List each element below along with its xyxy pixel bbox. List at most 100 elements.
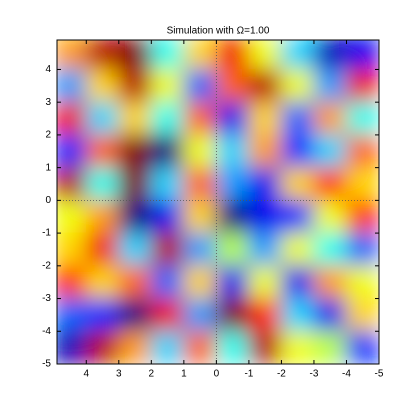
x-tick-label: -1 [244, 369, 253, 380]
heatmap-cell [248, 330, 282, 364]
heatmap-cell [85, 101, 120, 136]
heatmap-cell [280, 167, 315, 201]
heatmap-cell [183, 134, 217, 169]
heatmap-cell [118, 298, 152, 332]
heatmap-cell [345, 265, 379, 300]
heatmap-cell [345, 298, 379, 332]
y-tick-label: -5 [42, 359, 51, 370]
heatmap-cell [280, 265, 315, 300]
heatmap-cell [313, 167, 347, 201]
heatmap-cell [280, 199, 315, 234]
x-tick-label: 3 [116, 369, 122, 380]
heatmap-cell [150, 134, 185, 169]
heatmap-cell [313, 134, 347, 169]
heatmap-cell [215, 101, 250, 136]
y-tick-label: 0 [45, 195, 51, 206]
heatmap-cell [118, 199, 152, 234]
heatmap-cell [85, 68, 120, 103]
y-tick-label: 3 [45, 97, 51, 108]
x-tick-label: -2 [277, 369, 286, 380]
heatmap-cell [313, 232, 347, 267]
heatmap-cell [57, 134, 87, 169]
heatmap-cell [183, 298, 217, 332]
heatmap-cell [183, 199, 217, 234]
heatmap-cell [215, 265, 250, 300]
heatmap-cell [248, 68, 282, 103]
heatmap-cell [345, 232, 379, 267]
heatmap-cell [345, 330, 379, 364]
heatmap-cell [248, 265, 282, 300]
heatmap-cell [248, 40, 282, 70]
heatmap-cell [215, 68, 250, 103]
heatmap-cell [183, 68, 217, 103]
x-tick-label: 0 [214, 369, 220, 380]
heatmap-cell [313, 68, 347, 103]
heatmap-cell [85, 134, 120, 169]
y-tick-label: -3 [42, 293, 51, 304]
heatmap-cell [183, 40, 217, 70]
heatmap-cell [345, 101, 379, 136]
x-tick-label: -4 [342, 369, 351, 380]
x-tick-label: -3 [309, 369, 318, 380]
y-tick-label: -4 [42, 326, 51, 337]
heatmap-cell [118, 68, 152, 103]
plot-area [57, 40, 379, 364]
heatmap-cell [183, 330, 217, 364]
heatmap-cell [313, 330, 347, 364]
heatmap-cell [215, 167, 250, 201]
heatmap-cell [57, 265, 87, 300]
y-tick-label: -2 [42, 260, 51, 271]
heatmap-cell [150, 40, 185, 70]
x-tick-label: 2 [149, 369, 155, 380]
heatmap-cell [248, 232, 282, 267]
y-tick-label: -1 [42, 228, 51, 239]
heatmap-cell [118, 101, 152, 136]
heatmap-cell [57, 232, 87, 267]
heatmap-cell [150, 101, 185, 136]
heatmap-cell [215, 232, 250, 267]
heatmap-cell [345, 167, 379, 201]
x-tick-label: -5 [375, 369, 384, 380]
heatmap-cell [313, 298, 347, 332]
heatmap-cell [280, 298, 315, 332]
heatmap-cell [280, 232, 315, 267]
heatmap [57, 40, 379, 364]
heatmap-cell [150, 167, 185, 201]
heatmap-cell [118, 167, 152, 201]
heatmap-cell [85, 298, 120, 332]
heatmap-cell [248, 134, 282, 169]
axes: 4 3 2 1 0 -1 -2 -3 -4 -5 -5 -4 -3 -2 -1 0 1 2 3 4 [42, 39, 384, 380]
heatmap-cell [85, 167, 120, 201]
heatmap-cell [248, 298, 282, 332]
heatmap-cell [57, 199, 87, 234]
heatmap-cell [118, 265, 152, 300]
heatmap-cell [313, 265, 347, 300]
heatmap-cell [57, 330, 87, 364]
heatmap-cell [85, 40, 120, 70]
heatmap-cell [150, 199, 185, 234]
heatmap-cell [248, 101, 282, 136]
heatmap-cell [280, 101, 315, 136]
heatmap-cell [150, 330, 185, 364]
heatmap-cell [118, 134, 152, 169]
heatmap-cell [150, 298, 185, 332]
heatmap-cell [57, 298, 87, 332]
heatmap-cell [85, 199, 120, 234]
heatmap-cell [150, 232, 185, 267]
x-tick-label: 1 [181, 369, 187, 380]
heatmap-cell [248, 199, 282, 234]
heatmap-cell [57, 68, 87, 103]
heatmap-cell [215, 298, 250, 332]
heatmap-cell [183, 101, 217, 136]
heatmap-cell [150, 68, 185, 103]
heatmap-cell [280, 40, 315, 70]
heatmap-cell [183, 232, 217, 267]
heatmap-cell [248, 167, 282, 201]
heatmap-cell [57, 101, 87, 136]
heatmap-cell [215, 330, 250, 364]
heatmap-cell [150, 265, 185, 300]
heatmap-cell [280, 134, 315, 169]
heatmap-cell [183, 265, 217, 300]
heatmap-cell [345, 134, 379, 169]
heatmap-cell [215, 40, 250, 70]
